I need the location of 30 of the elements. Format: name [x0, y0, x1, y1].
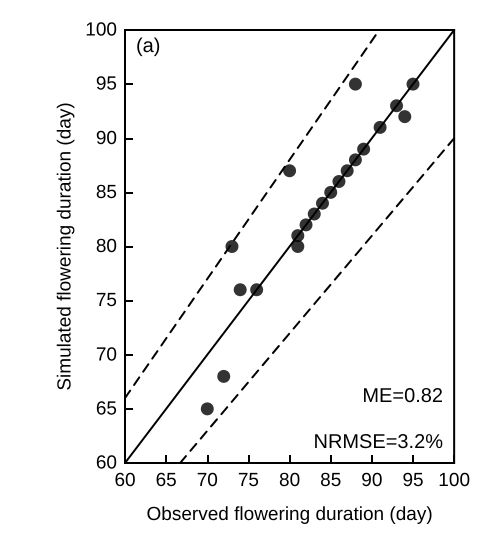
y-tick-label: 80	[96, 236, 117, 257]
y-tick-label: 70	[96, 344, 117, 366]
x-tick-label: 60	[114, 470, 136, 491]
point	[200, 402, 214, 416]
x-axis-title: Observed flowering duration (day)	[146, 504, 433, 525]
y-tick-label: 60	[96, 452, 117, 474]
x-tick-label: 65	[156, 470, 177, 491]
annotation: ME=0.82	[362, 385, 444, 407]
point	[283, 164, 296, 178]
x-tick-label: 80	[279, 470, 300, 491]
y-tick-label: 95	[96, 74, 117, 95]
x-tick-label: 90	[361, 470, 382, 491]
point	[217, 370, 230, 383]
point	[348, 78, 362, 91]
point	[398, 110, 412, 124]
point	[234, 283, 247, 296]
y-tick-label: 90	[96, 128, 117, 149]
y-tick-label: 65	[96, 398, 117, 420]
y-tick-label: 85	[96, 182, 117, 203]
point	[225, 240, 238, 253]
x-tick-label: 85	[320, 470, 342, 491]
x-tick-label: 70	[196, 470, 218, 491]
annotation: NRMSE=3.2%	[314, 431, 444, 453]
x-tick-label: 100	[438, 470, 470, 491]
y-tick-label: 75	[96, 290, 117, 312]
x-tick-label: 95	[402, 470, 424, 491]
y-tick-label: 100	[85, 20, 117, 40]
x-tick-label: 75	[238, 470, 259, 491]
y-axis-title: Simulated flowering duration (day)	[54, 102, 76, 391]
annotation: (a)	[136, 35, 160, 57]
